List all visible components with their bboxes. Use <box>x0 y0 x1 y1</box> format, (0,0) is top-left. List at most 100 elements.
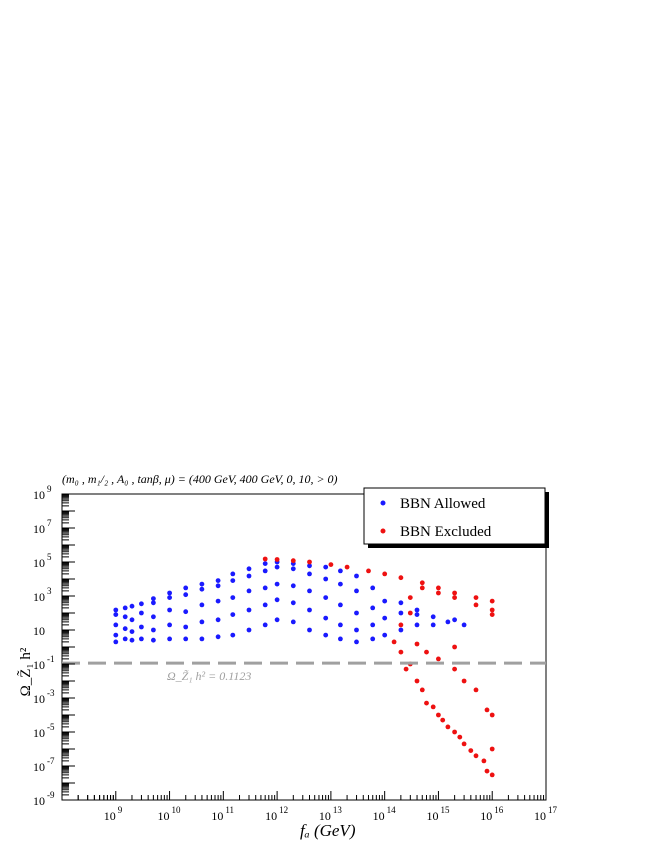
y-tick-label: 10 <box>33 522 45 536</box>
data-point <box>307 607 312 613</box>
data-point <box>323 576 329 582</box>
data-point <box>354 610 359 616</box>
data-point <box>113 639 119 645</box>
data-point <box>414 612 420 617</box>
y-tick-label-exp: -5 <box>47 722 55 732</box>
data-point <box>489 607 495 613</box>
data-point <box>398 622 404 628</box>
data-point <box>290 600 296 606</box>
data-point <box>452 590 457 596</box>
data-point <box>262 622 268 628</box>
data-point <box>199 581 205 587</box>
data-point <box>419 687 425 693</box>
data-point <box>382 632 388 638</box>
legend-marker-allowed <box>380 500 386 506</box>
data-point <box>274 597 280 603</box>
data-point <box>489 746 495 752</box>
x-tick-label-exp: 16 <box>494 805 504 815</box>
data-point <box>484 768 490 774</box>
data-point <box>382 615 388 621</box>
data-point <box>370 636 376 642</box>
data-point <box>473 595 479 600</box>
data-point <box>307 559 312 565</box>
x-tick-label-exp: 9 <box>118 805 123 815</box>
y-tick-label-exp: -3 <box>47 688 55 698</box>
data-point <box>403 666 409 672</box>
data-point <box>338 602 343 608</box>
data-point <box>489 598 495 604</box>
y-tick-label-exp: 3 <box>47 586 52 596</box>
data-point <box>391 639 397 645</box>
y-tick-label: 10 <box>33 760 45 774</box>
data-point <box>398 649 404 655</box>
data-point <box>122 605 128 611</box>
data-point <box>113 607 119 613</box>
data-point <box>382 571 388 577</box>
data-point <box>167 636 173 642</box>
data-point <box>398 575 404 581</box>
data-point <box>230 595 236 600</box>
data-point <box>122 626 128 632</box>
data-point <box>452 617 457 623</box>
y-tick-label-exp: 5 <box>47 552 52 562</box>
data-point <box>167 595 173 600</box>
legend: BBN Allowed BBN Excluded <box>363 487 549 548</box>
data-point <box>246 573 252 579</box>
data-point <box>452 644 457 650</box>
data-point <box>338 622 343 628</box>
data-point <box>113 622 119 628</box>
data-point <box>122 614 128 620</box>
x-tick-label: 10 <box>426 809 438 823</box>
y-axis-label: Ω_Z̃₁ h² <box>17 647 34 696</box>
data-point <box>344 564 350 570</box>
data-point <box>183 585 189 591</box>
data-point <box>139 624 144 630</box>
y-tick-label-exp: -7 <box>47 756 55 766</box>
x-tick-label-exp: 12 <box>279 805 288 815</box>
data-point <box>183 592 189 598</box>
data-point <box>262 568 268 574</box>
data-point <box>290 566 296 572</box>
data-point <box>338 636 343 642</box>
data-point <box>424 700 429 706</box>
y-tick-label: 10 <box>33 658 45 672</box>
data-point <box>354 639 359 645</box>
legend-box <box>363 487 546 545</box>
data-point <box>407 610 413 616</box>
data-point <box>473 602 479 608</box>
data-point <box>370 585 376 591</box>
x-tick-label-exp: 14 <box>387 805 397 815</box>
y-tick-label-exp: 7 <box>47 518 52 528</box>
data-point <box>183 609 189 615</box>
data-point <box>167 607 173 613</box>
data-point <box>199 619 205 625</box>
data-point <box>419 585 425 591</box>
data-point <box>230 571 236 577</box>
x-tick-label: 10 <box>158 809 170 823</box>
data-point <box>274 557 280 562</box>
data-point <box>246 607 252 613</box>
data-point <box>151 627 156 633</box>
data-point <box>151 614 156 620</box>
data-point <box>414 678 420 684</box>
x-tick-label: 10 <box>265 809 277 823</box>
chart-title: (m₀ , m₁/₂ , A₀ , tanβ, μ) = (400 GeV, 4… <box>62 472 338 486</box>
data-point <box>151 596 156 601</box>
data-point <box>183 636 189 642</box>
data-point <box>129 603 135 609</box>
data-point <box>473 753 479 759</box>
data-point <box>139 610 144 616</box>
data-point <box>354 588 359 594</box>
y-tick-label: 10 <box>33 590 45 604</box>
data-point <box>338 568 343 574</box>
data-point <box>452 729 457 735</box>
data-point <box>436 585 441 591</box>
data-point <box>246 627 252 633</box>
x-tick-label: 10 <box>480 809 492 823</box>
data-point <box>262 602 268 608</box>
data-point <box>230 612 236 617</box>
data-point <box>430 704 436 710</box>
data-point <box>262 561 268 566</box>
